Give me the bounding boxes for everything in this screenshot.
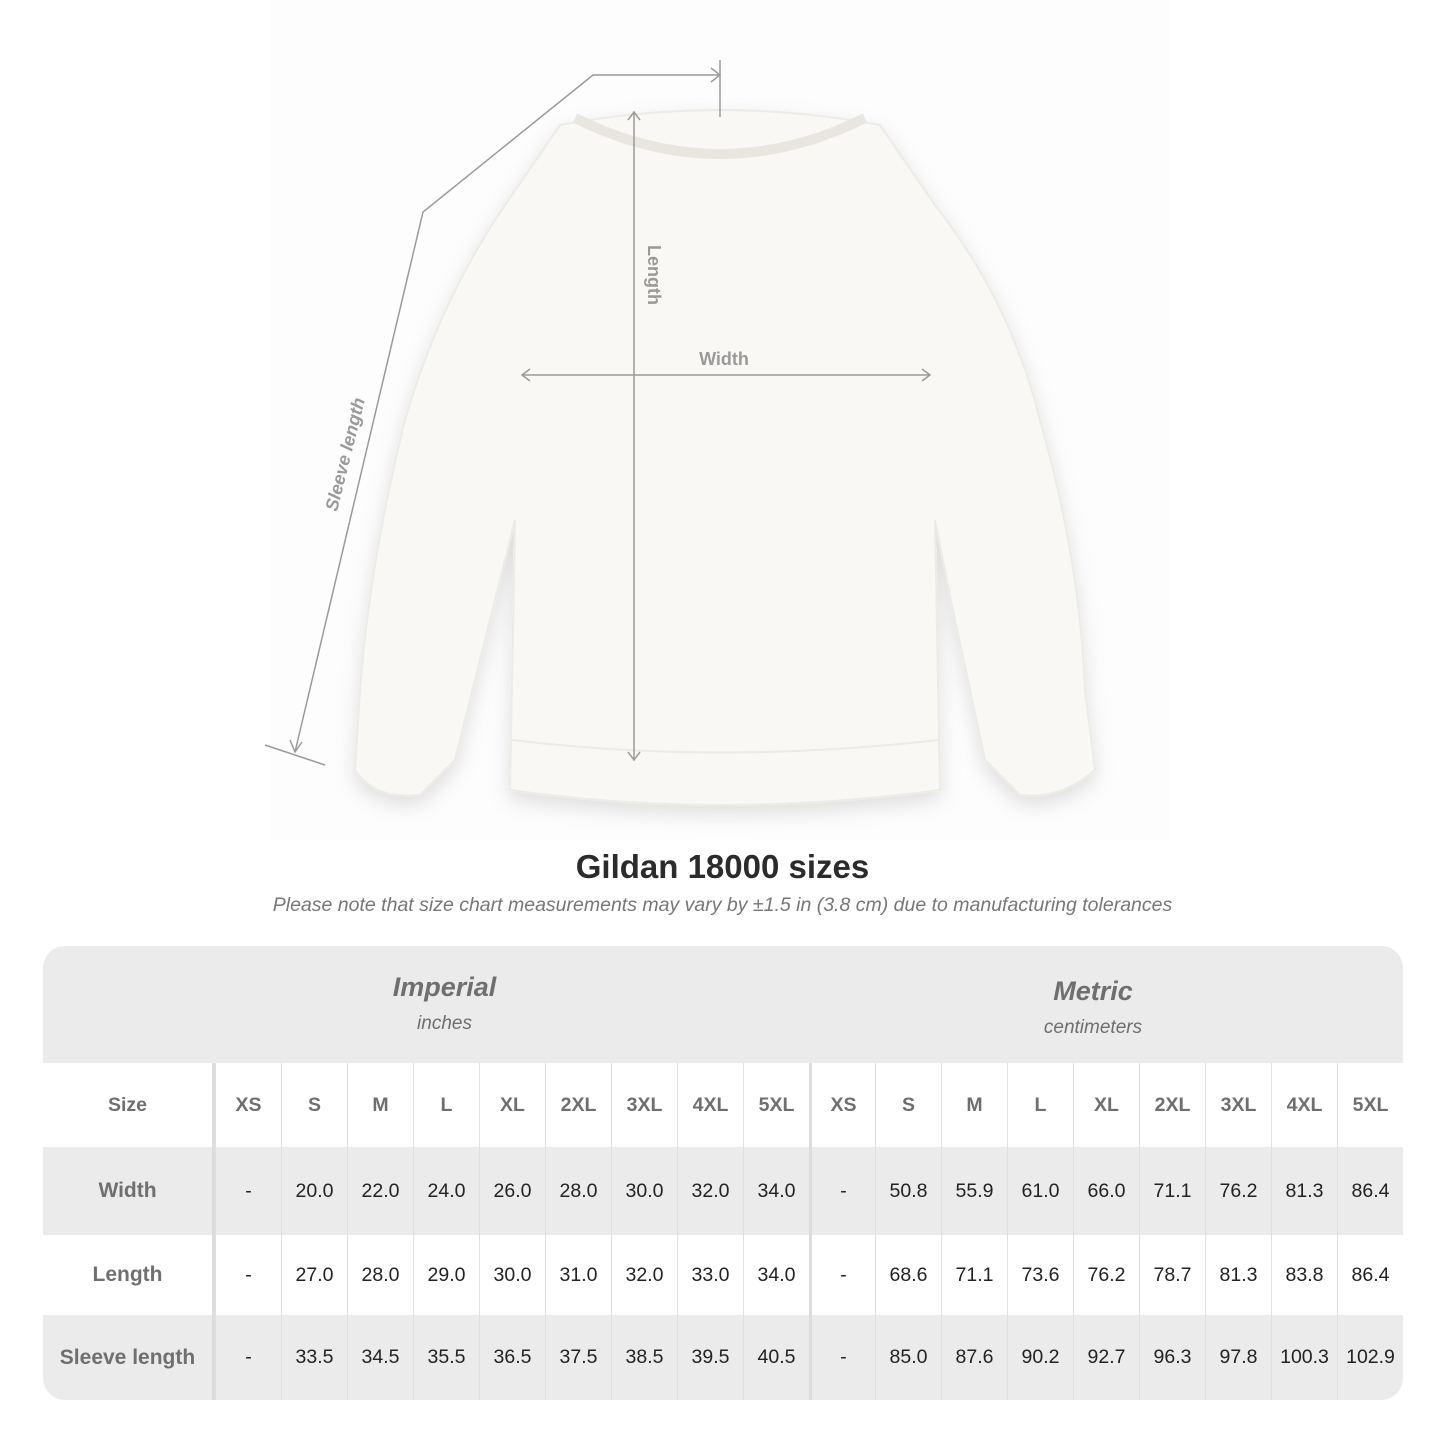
metric-value-cell: 76.2 (1205, 1147, 1271, 1235)
imperial-title: Imperial (392, 972, 497, 1002)
tolerance-note: Please note that size chart measurements… (272, 894, 1173, 916)
metric-size-header: 4XL (1271, 1063, 1337, 1147)
metric-value-cell: 71.1 (941, 1235, 1007, 1315)
metric-value-cell: 100.3 (1271, 1315, 1337, 1400)
imperial-value-cell: 40.5 (743, 1315, 809, 1400)
metric-size-header: M (941, 1063, 1007, 1147)
metric-size-header: XS (809, 1063, 875, 1147)
imperial-value-cell: - (215, 1147, 281, 1235)
imperial-size-header: M (347, 1063, 413, 1147)
imperial-value-cell: 20.0 (281, 1147, 347, 1235)
imperial-value-cell: 30.0 (479, 1235, 545, 1315)
metric-value-cell: 66.0 (1073, 1147, 1139, 1235)
unit-header: Imperial inches Metric centimeters (43, 946, 1403, 1063)
metric-value-cell: 71.1 (1139, 1147, 1205, 1235)
imperial-value-cell: 37.5 (545, 1315, 611, 1400)
imperial-header: Imperial inches (215, 972, 674, 1035)
metric-size-header: L (1007, 1063, 1073, 1147)
length-label: Length (644, 245, 664, 305)
metric-value-cell: 73.6 (1007, 1235, 1073, 1315)
metric-size-header: S (875, 1063, 941, 1147)
imperial-value-cell: 22.0 (347, 1147, 413, 1235)
metric-value-cell: 81.3 (1205, 1235, 1271, 1315)
imperial-size-header: 4XL (677, 1063, 743, 1147)
imperial-size-header: 3XL (611, 1063, 677, 1147)
metric-value-cell: 102.9 (1337, 1315, 1403, 1400)
metric-size-header: XL (1073, 1063, 1139, 1147)
metric-value-cell: 92.7 (1073, 1315, 1139, 1400)
sweatshirt-measurement-diagram: Length Width Sleeve length (264, 60, 1097, 806)
metric-value-cell: 68.6 (875, 1235, 941, 1315)
imperial-value-cell: 32.0 (677, 1147, 743, 1235)
metric-value-cell: 76.2 (1073, 1235, 1139, 1315)
row-label: Length (43, 1235, 215, 1315)
page-title: Gildan 18000 sizes (575, 848, 870, 885)
imperial-size-header: S (281, 1063, 347, 1147)
imperial-value-cell: 27.0 (281, 1235, 347, 1315)
imperial-value-cell: 38.5 (611, 1315, 677, 1400)
metric-value-cell: 85.0 (875, 1315, 941, 1400)
metric-value-cell: 96.3 (1139, 1315, 1205, 1400)
metric-size-header: 2XL (1139, 1063, 1205, 1147)
metric-title: Metric (1053, 976, 1133, 1006)
size-header-row: Size XS S M L XL 2XL 3XL 4XL 5XL XS S M L XL 2XL 3XL 4XL 5… (43, 1063, 1403, 1147)
imperial-size-header: XS (215, 1063, 281, 1147)
imperial-value-cell: 26.0 (479, 1147, 545, 1235)
row-label: Sleeve length (43, 1315, 215, 1400)
metric-header: Metric centimeters (809, 976, 1377, 1039)
metric-value-cell: 86.4 (1337, 1147, 1403, 1235)
table-row: Sleeve length -33.5 34.5 35.5 36.5 37.5 38.5 39… (43, 1315, 1403, 1400)
imperial-value-cell: 31.0 (545, 1235, 611, 1315)
metric-value-cell: - (809, 1235, 875, 1315)
imperial-value-cell: 33.0 (677, 1235, 743, 1315)
imperial-unit: inches (417, 1013, 472, 1034)
imperial-value-cell: 29.0 (413, 1235, 479, 1315)
size-label: Size (43, 1063, 215, 1147)
imperial-value-cell: 28.0 (545, 1147, 611, 1235)
metric-value-cell: 55.9 (941, 1147, 1007, 1235)
metric-value-cell: 81.3 (1271, 1147, 1337, 1235)
metric-value-cell: - (809, 1315, 875, 1400)
imperial-size-header: L (413, 1063, 479, 1147)
metric-value-cell: 87.6 (941, 1315, 1007, 1400)
metric-value-cell: 97.8 (1205, 1315, 1271, 1400)
imperial-value-cell: 35.5 (413, 1315, 479, 1400)
metric-value-cell: - (809, 1147, 875, 1235)
imperial-value-cell: 28.0 (347, 1235, 413, 1315)
sleeve-length-line (294, 74, 720, 753)
imperial-value-cell: 33.5 (281, 1315, 347, 1400)
imperial-value-cell: - (215, 1315, 281, 1400)
imperial-value-cell: 34.0 (743, 1147, 809, 1235)
metric-value-cell: 90.2 (1007, 1315, 1073, 1400)
imperial-size-header: 5XL (743, 1063, 809, 1147)
imperial-value-cell: 36.5 (479, 1315, 545, 1400)
imperial-size-header: 2XL (545, 1063, 611, 1147)
width-label: Width (699, 349, 749, 369)
metric-size-header: 3XL (1205, 1063, 1271, 1147)
sweatshirt-image (353, 109, 1097, 806)
table-row: Length -27.0 28.0 29.0 30.0 31.0 32.0 33.0 34.0-… (43, 1235, 1403, 1315)
metric-value-cell: 78.7 (1139, 1235, 1205, 1315)
imperial-value-cell: - (215, 1235, 281, 1315)
metric-unit: centimeters (1043, 1017, 1143, 1038)
row-label: Width (43, 1147, 215, 1235)
metric-value-cell: 83.8 (1271, 1235, 1337, 1315)
metric-value-cell: 50.8 (875, 1147, 941, 1235)
imperial-value-cell: 39.5 (677, 1315, 743, 1400)
imperial-value-cell: 34.5 (347, 1315, 413, 1400)
size-table: Imperial inches Metric centimeters Size X… (43, 946, 1403, 1400)
imperial-value-cell: 24.0 (413, 1147, 479, 1235)
imperial-value-cell: 34.0 (743, 1235, 809, 1315)
metric-value-cell: 61.0 (1007, 1147, 1073, 1235)
imperial-value-cell: 30.0 (611, 1147, 677, 1235)
imperial-value-cell: 32.0 (611, 1235, 677, 1315)
table-row: Width -20.0 22.0 24.0 26.0 28.0 30.0 32.0 34.0-5… (43, 1147, 1403, 1235)
imperial-size-header: XL (479, 1063, 545, 1147)
metric-value-cell: 86.4 (1337, 1235, 1403, 1315)
metric-size-header: 5XL (1337, 1063, 1403, 1147)
